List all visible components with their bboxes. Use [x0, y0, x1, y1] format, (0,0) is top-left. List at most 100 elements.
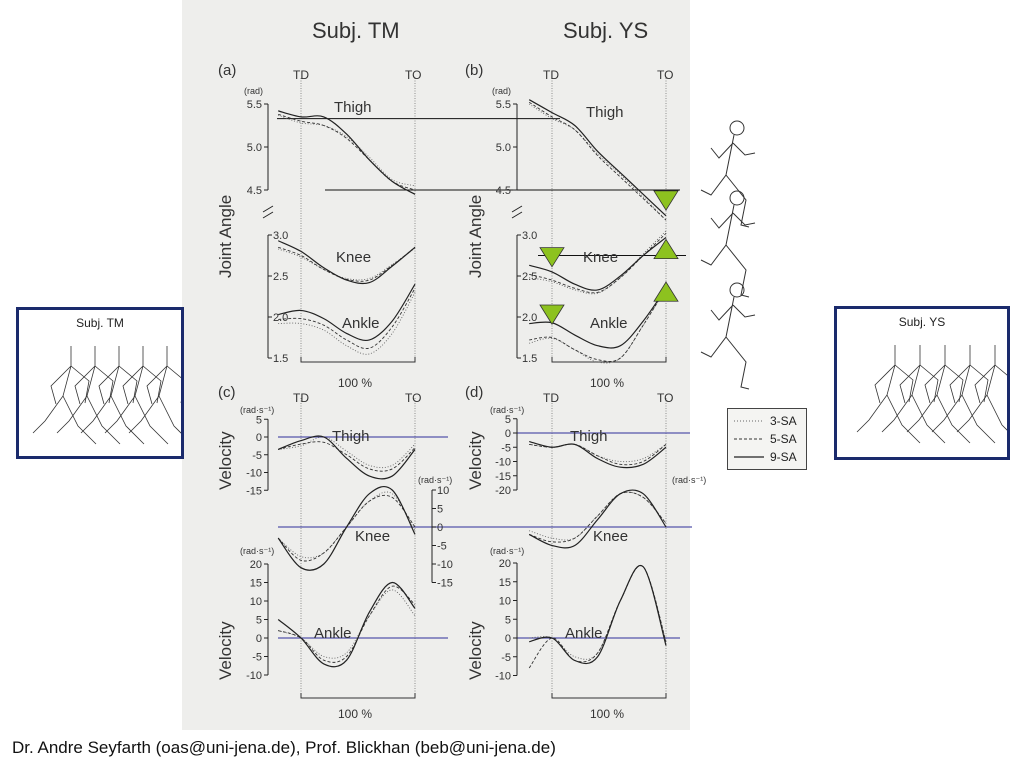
y-tick-label: 0 [505, 428, 511, 440]
y-tick-label: 20 [250, 559, 262, 571]
to-label-a: TO [405, 68, 422, 82]
event-marker-triangle [653, 238, 679, 260]
joint-angle-ylabel-a: Joint Angle [216, 194, 235, 278]
event-marker-triangle [539, 247, 565, 268]
y-tick-label: -10 [437, 559, 453, 571]
to-label-d: TO [657, 391, 674, 405]
y-tick-label: 5.5 [247, 99, 262, 111]
velocity-unit-c-thigh: (rad·s⁻¹) [240, 405, 275, 415]
stick-figure-sequence-ys [856, 345, 1021, 444]
series-5-sa-b-thigh [528, 101, 667, 221]
subject-ys-stick-figure-box: Subj. YS [834, 306, 1021, 460]
y-tick-label: 10 [437, 485, 449, 497]
series-9-sa-d-thigh [529, 440, 667, 469]
solid-line-swatch [734, 456, 764, 458]
runner-head-icon [729, 282, 745, 298]
y-tick-label: -10 [495, 457, 511, 469]
subject-ys-title: Subj. YS [563, 18, 649, 43]
stance-scale-bracket [551, 357, 667, 363]
y-tick-label: -10 [246, 468, 262, 480]
thigh-label-a: Thigh [334, 99, 372, 116]
series-5-sa-a-knee [278, 246, 416, 282]
event-marker-triangle [653, 190, 679, 211]
y-tick-label: 4.5 [247, 185, 262, 197]
y-tick-label: 5 [256, 414, 262, 426]
series-3-sa-b-knee [529, 230, 667, 295]
y-tick-label: 0 [437, 522, 443, 534]
ankle-label-a: Ankle [342, 315, 380, 332]
runner-stick-figures [700, 120, 756, 390]
stick-figure-pose [104, 346, 169, 445]
stance-scale-bracket [300, 357, 416, 363]
stick-figure-pose [906, 345, 971, 444]
y-tick-label: 10 [499, 596, 511, 608]
stick-figure-pose [856, 345, 921, 444]
velocity-unit-d-thigh: (rad·s⁻¹) [490, 405, 525, 415]
velocity-ylabel-c-bottom: Velocity [216, 621, 235, 680]
series-9-sa-c-ankle [277, 581, 416, 668]
dotted-line-swatch [734, 420, 764, 422]
y-tick-label: 15 [499, 577, 511, 589]
y-tick-label: 4.5 [496, 185, 511, 197]
axis-break-icon [511, 205, 523, 219]
td-label-d: TD [543, 391, 559, 405]
box-title: Subj. TM [76, 316, 124, 330]
dashed-line-swatch [734, 438, 764, 440]
series-5-sa-d-knee [529, 491, 667, 543]
to-label-b: TO [657, 68, 674, 82]
runner-head-icon [729, 120, 745, 136]
joint-angle-ylabel-b: Joint Angle [466, 194, 485, 278]
series-9-sa-c-knee [277, 485, 416, 571]
y-tick-label: -5 [501, 442, 511, 454]
panel-c-label: (c) [218, 384, 236, 401]
stick-figure-pose [881, 345, 946, 444]
legend-item-5sa: 5-SA [734, 432, 797, 446]
y-tick-label: -15 [495, 471, 511, 483]
slide-footer-authors: Dr. Andre Seyfarth (oas@uni-jena.de), Pr… [12, 738, 556, 757]
legend-item-9sa: 9-SA [734, 450, 797, 464]
velocity-ylabel-d-bottom: Velocity [466, 621, 485, 680]
series-9-sa-b-thigh [528, 99, 667, 217]
velocity-ylabel-c-top: Velocity [216, 431, 235, 490]
stick-figure-pose [956, 345, 1021, 444]
series-5-sa-b-ankle [529, 288, 667, 362]
scanned-figure-background [182, 0, 690, 730]
series-9-sa-b-knee [529, 236, 667, 291]
stance-scale-bracket [551, 693, 667, 699]
stance-scale-b: 100 % [590, 376, 625, 390]
y-tick-label: 0 [256, 633, 262, 645]
knee-label-b: Knee [583, 249, 619, 266]
stick-figure-pose [931, 345, 996, 444]
y-tick-label: -5 [252, 450, 262, 462]
thigh-label-d: Thigh [570, 428, 608, 445]
stance-scale-bracket [300, 693, 416, 699]
series-3-sa-a-thigh [278, 114, 416, 187]
angle-unit-a: (rad) [244, 86, 264, 96]
series-5-sa-c-thigh [278, 441, 416, 472]
y-tick-label: 2.0 [522, 312, 537, 324]
y-tick-label: -20 [495, 485, 511, 497]
y-tick-label: 1.5 [522, 353, 537, 365]
stance-scale-d: 100 % [590, 707, 625, 721]
series-5-sa-c-knee [277, 494, 416, 562]
y-tick-label: 5.0 [496, 142, 511, 154]
angle-unit-b: (rad) [492, 86, 512, 96]
legend-item-3sa: 3-SA [734, 414, 797, 428]
axis-break-icon [262, 205, 274, 219]
series-3-sa-b-thigh [528, 103, 667, 221]
box-title: Subj. YS [898, 315, 946, 329]
ankle-label-d: Ankle [565, 625, 603, 642]
legend-label: 3-SA [770, 414, 797, 428]
knee-label-a: Knee [336, 249, 372, 266]
legend-label: 9-SA [770, 450, 797, 464]
td-label-b: TD [543, 68, 559, 82]
y-tick-label: -15 [437, 578, 453, 590]
y-tick-label: 20 [499, 558, 511, 570]
series-9-sa-a-knee [277, 240, 416, 285]
series-3-sa-c-knee [277, 491, 416, 559]
y-tick-label: 15 [250, 578, 262, 590]
y-tick-label: -5 [252, 652, 262, 664]
runner-body-icon [700, 134, 756, 228]
y-tick-label: 5 [505, 614, 511, 626]
y-tick-label: -15 [246, 485, 262, 497]
